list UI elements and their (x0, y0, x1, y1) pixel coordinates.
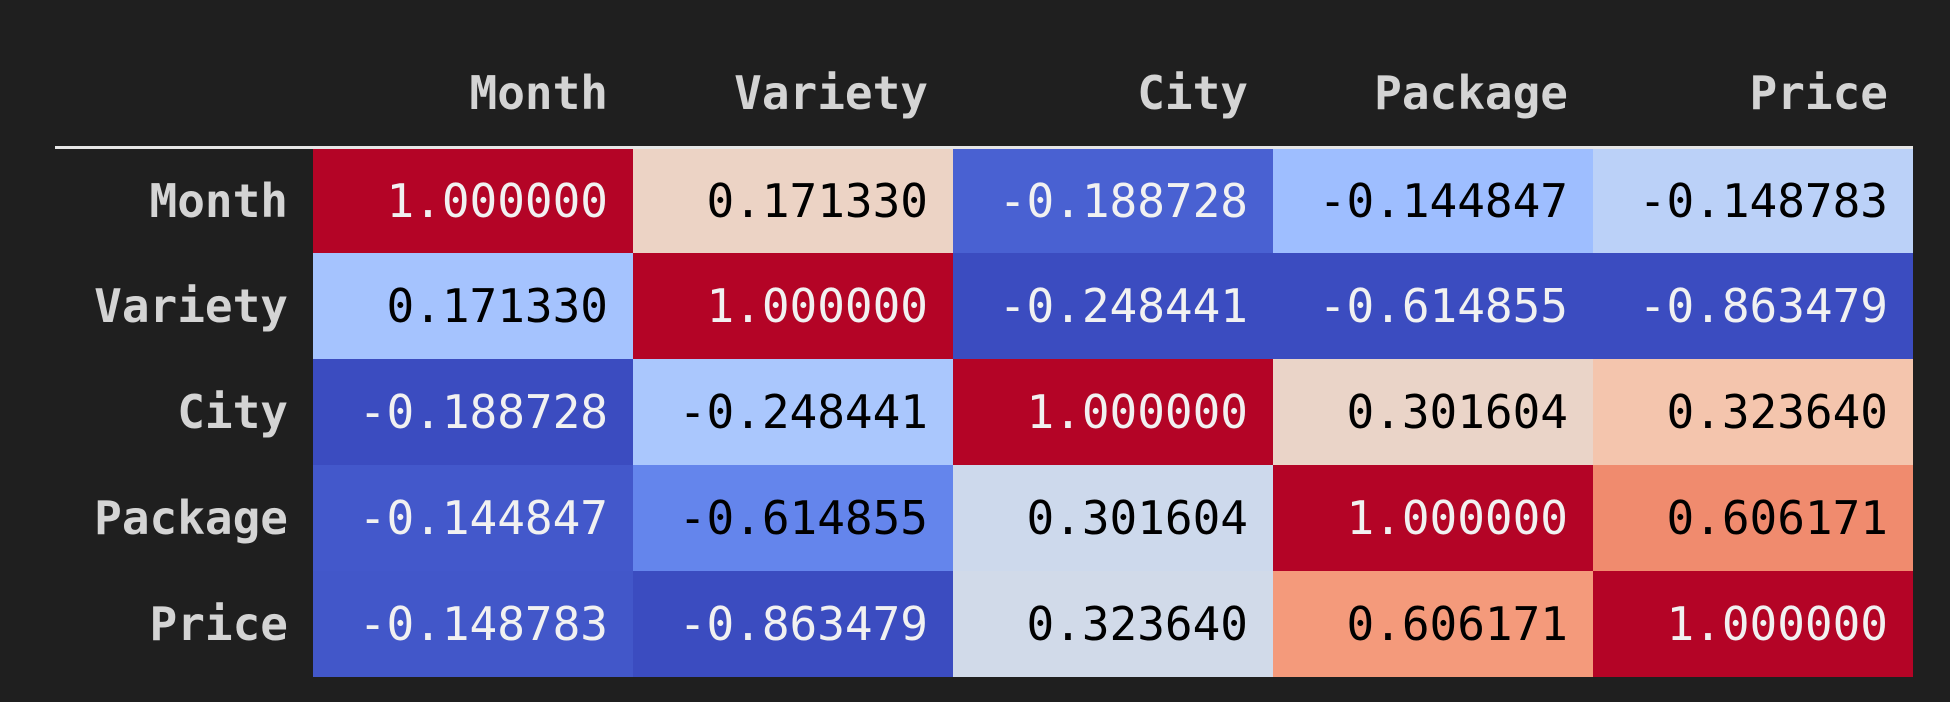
header: Month Variety City Package Price (55, 40, 1913, 149)
cell: 0.323640 (953, 571, 1273, 677)
cell: 0.606171 (1593, 465, 1913, 571)
corner (55, 40, 313, 149)
cell: 1.000000 (1593, 571, 1913, 677)
row: Package -0.144847 -0.614855 0.301604 1.00000… (55, 465, 1913, 571)
cell: -0.148783 (313, 571, 633, 677)
cell: -0.614855 (633, 465, 953, 571)
column-header: Price (1593, 40, 1913, 149)
cell: -0.148783 (1593, 147, 1913, 253)
cell: 0.171330 (313, 253, 633, 359)
column-header: Package (1273, 40, 1593, 149)
row: City -0.188728 -0.248441 1.000000 0.301604 0.… (55, 359, 1913, 465)
row-header: Month (149, 173, 288, 228)
cell: -0.248441 (953, 253, 1273, 359)
row: Month 1.000000 0.171330 -0.188728 -0.144847-… (55, 147, 1913, 253)
cell: -0.144847 (1273, 147, 1593, 253)
header-row: Month Variety City Package Price (55, 40, 1913, 149)
row-header: Package (94, 491, 288, 545)
cell: 0.301604 (1273, 359, 1593, 465)
row: Price -0.148783 -0.863479 0.323640 0.606171 1… (55, 571, 1913, 677)
correlation-table: Month Variety City Package Price Month 1.0000… (55, 40, 1913, 677)
cell: -0.144847 (313, 465, 633, 571)
cell: 1.000000 (633, 253, 953, 359)
cell: -0.188728 (313, 359, 633, 465)
column-header: Month (313, 40, 633, 149)
column-header: Variety (633, 40, 953, 149)
row-header: Price (149, 597, 288, 651)
dataframe: Month Variety City Package Price Month 1.0000… (55, 40, 1913, 677)
cell: -0.614855 (1273, 253, 1593, 359)
column-header: City (953, 40, 1273, 149)
cell: 0.171330 (633, 147, 953, 253)
cell: 0.606171 (1273, 571, 1593, 677)
cell: 0.323640 (1593, 359, 1913, 465)
row-header: City (177, 385, 288, 439)
row-header: Variety (94, 279, 288, 333)
cell: 1.000000 (313, 147, 633, 253)
cell: -0.863479 (633, 571, 953, 677)
cell: -0.188728 (953, 147, 1273, 253)
cell: -0.248441 (633, 359, 953, 465)
cell: 1.000000 (953, 359, 1273, 465)
body: Month 1.000000 0.171330 -0.188728 -0.144847-… (55, 147, 1913, 677)
cell: -0.863479 (1593, 253, 1913, 359)
row: Variety 0.171330 1.000000 -0.248441 -0.61485… (55, 253, 1913, 359)
cell: 1.000000 (1273, 465, 1593, 571)
cell: 0.301604 (953, 465, 1273, 571)
